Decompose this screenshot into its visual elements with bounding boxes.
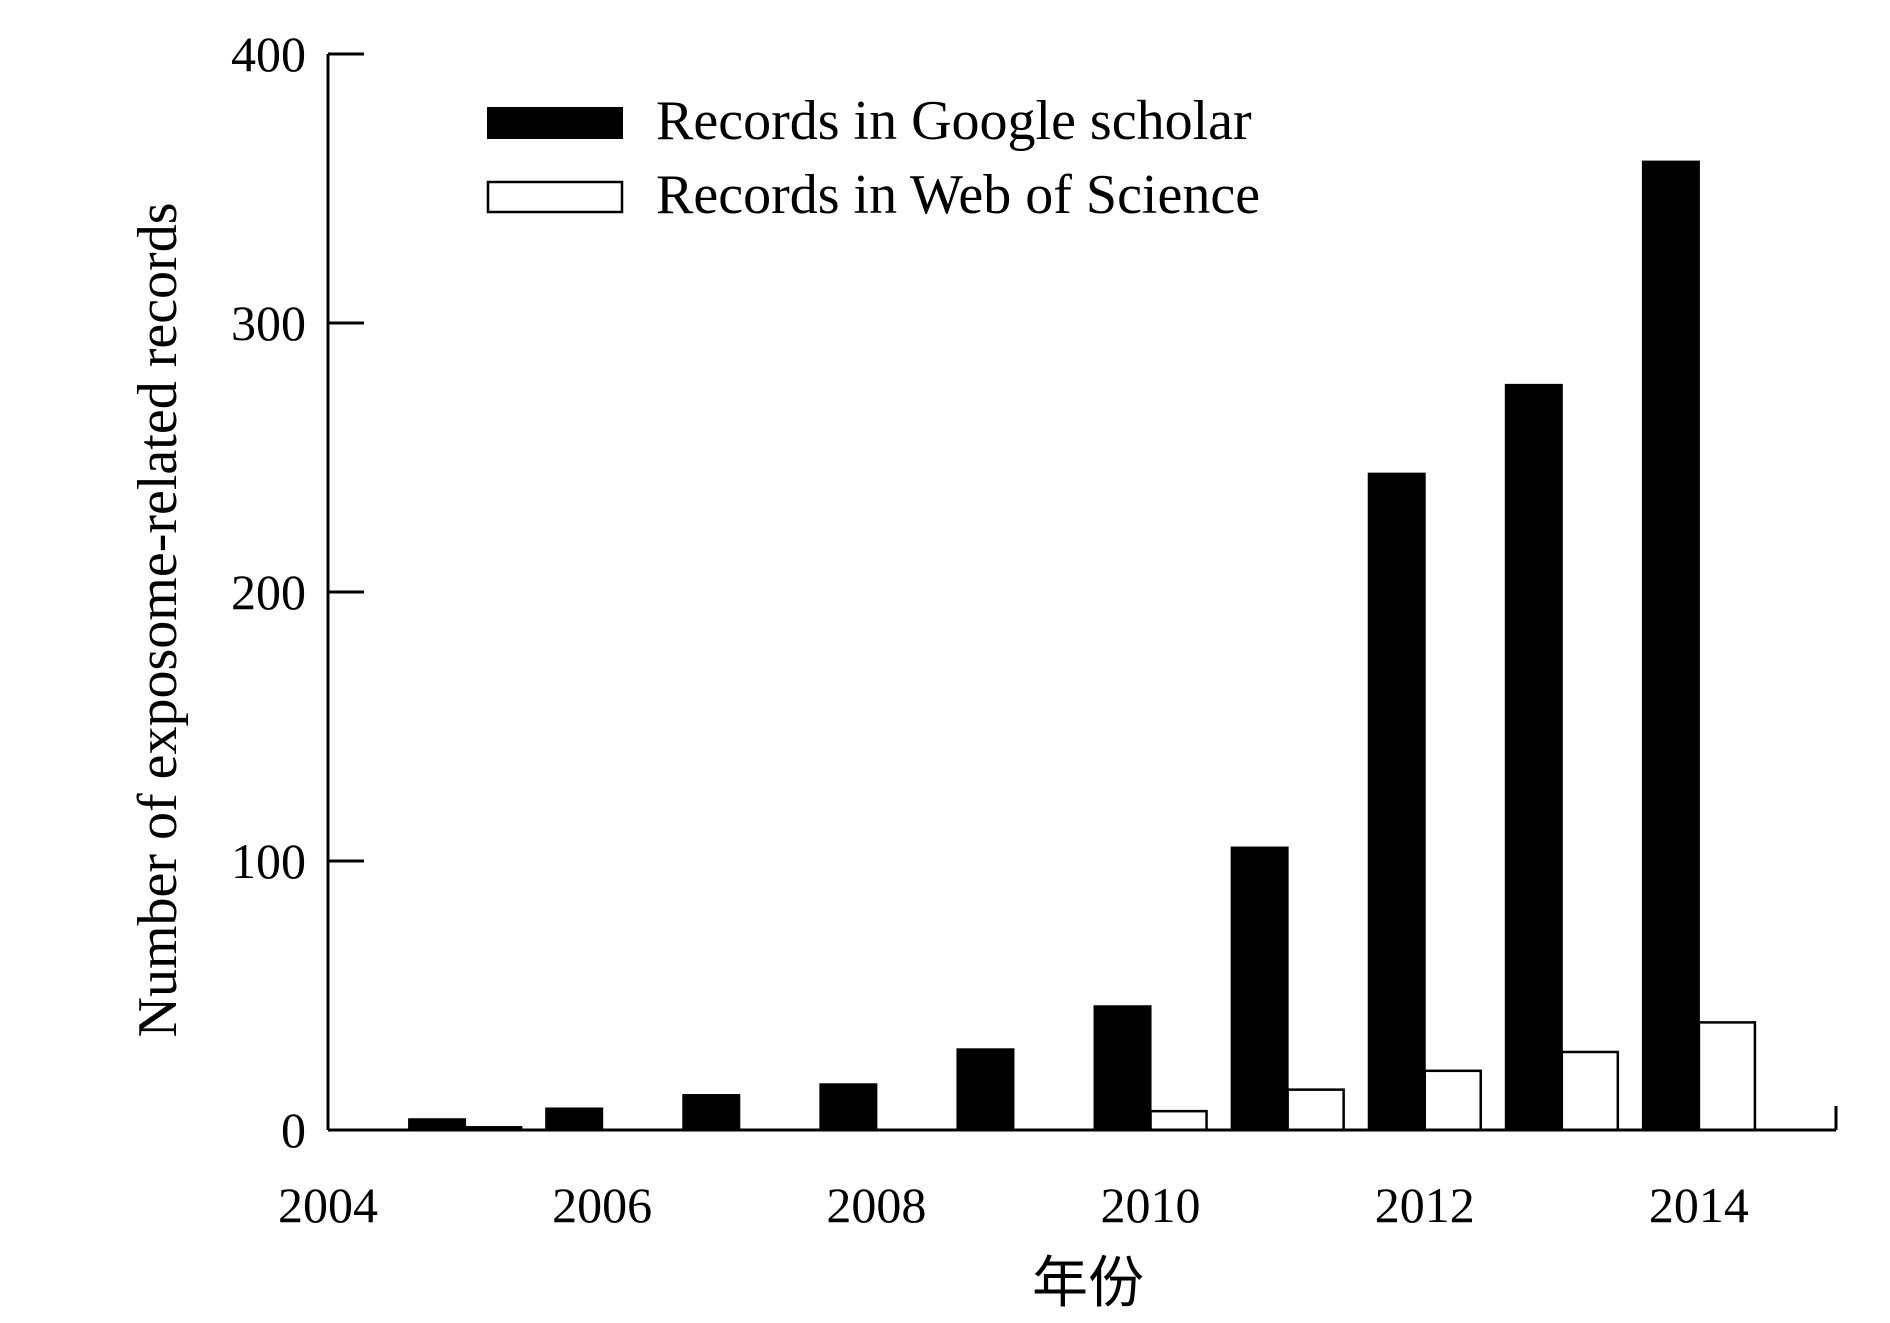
bar-records-in-google-scholar-2014 — [1641, 160, 1700, 1132]
x-tick-label-2004: 2004 — [278, 1177, 378, 1233]
legend-swatch-google-scholar — [487, 107, 623, 139]
bar-records-in-google-scholar-2010 — [1093, 1005, 1152, 1132]
y-tick-label-400: 400 — [231, 26, 306, 82]
bar-records-in-web-of-science-2013 — [1560, 1050, 1620, 1132]
bar-records-in-web-of-science-2011 — [1286, 1088, 1345, 1132]
x-tick-label-2012: 2012 — [1375, 1177, 1475, 1233]
legend: Records in Google scholar Records in Web… — [486, 90, 1260, 226]
y-tick-label-100: 100 — [231, 833, 306, 889]
bar-records-in-web-of-science-2014 — [1697, 1021, 1757, 1132]
bar-records-in-google-scholar-2006 — [545, 1107, 604, 1131]
y-axis-title: Number of exposome-related records — [127, 203, 189, 1038]
y-tick-label-0: 0 — [281, 1102, 306, 1158]
bars-group — [408, 160, 1757, 1132]
bar-records-in-google-scholar-2007 — [682, 1094, 741, 1132]
x-tick-label-2010: 2010 — [1101, 1177, 1201, 1233]
bar-records-in-google-scholar-2008 — [819, 1083, 878, 1132]
bar-records-in-google-scholar-2012 — [1367, 472, 1426, 1131]
legend-swatch-web-of-science — [486, 180, 624, 214]
x-ticks-group: 2004 2006 2008 2010 2012 2014 — [278, 1177, 1749, 1233]
x-axis-title: 年份 — [1032, 1253, 1144, 1315]
legend-label-web-of-science: Records in Web of Science — [656, 164, 1260, 226]
y-ticks-group: 0 100 200 300 400 — [231, 26, 364, 1158]
bar-records-in-google-scholar-2011 — [1230, 846, 1289, 1131]
bar-records-in-google-scholar-2013 — [1504, 383, 1563, 1131]
x-tick-label-2014: 2014 — [1649, 1177, 1749, 1233]
bar-records-in-google-scholar-2009 — [956, 1048, 1015, 1132]
bar-records-in-google-scholar-2005 — [408, 1118, 467, 1131]
y-tick-label-300: 300 — [231, 295, 306, 351]
x-tick-label-2006: 2006 — [552, 1177, 652, 1233]
legend-label-google-scholar: Records in Google scholar — [656, 90, 1252, 152]
y-tick-label-200: 200 — [231, 564, 306, 620]
bar-records-in-web-of-science-2010 — [1149, 1109, 1208, 1132]
x-tick-label-2008: 2008 — [826, 1177, 926, 1233]
bar-records-in-web-of-science-2012 — [1423, 1069, 1482, 1132]
